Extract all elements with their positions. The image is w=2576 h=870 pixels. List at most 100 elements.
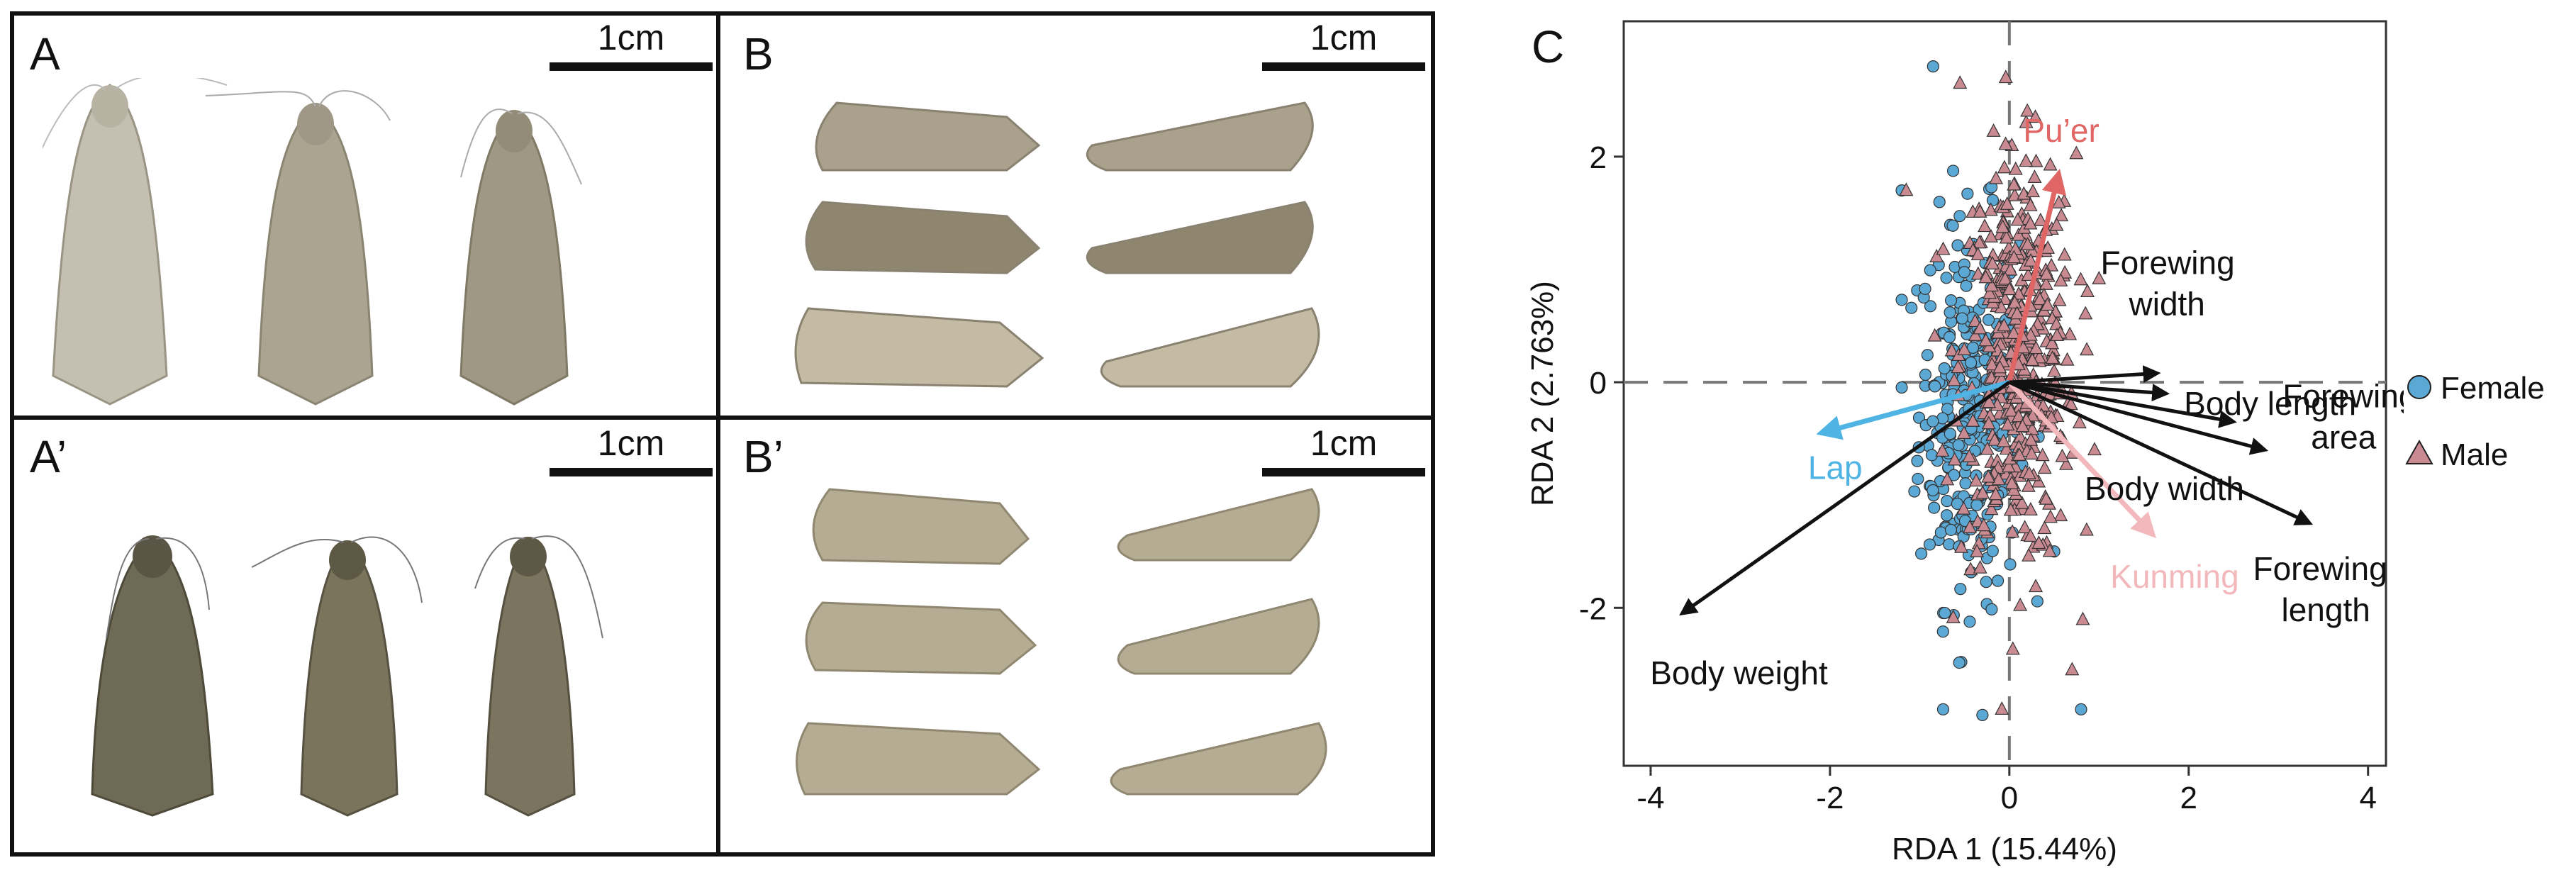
male-point [2037,460,2052,474]
female-point [1985,603,1998,615]
male-point [2003,262,2018,276]
female-point [1958,266,1970,279]
male-point [2013,429,2028,443]
male-legend-label: Male [2441,437,2508,472]
male-point [2029,340,2043,355]
arrow-label: Body width [2085,470,2244,507]
male-point [1991,472,2006,486]
y-axis-ticks: -2 0 2 [1579,140,1624,626]
male-point [2026,184,2041,198]
male-point [1984,278,1999,292]
forewing-specimen [1086,201,1314,274]
male-point [1983,202,1998,216]
male-point [2033,212,2048,226]
male-point [1995,219,2010,233]
male-point [1929,248,1944,262]
male-point [2050,328,2065,341]
male-point [2007,295,2022,309]
male-point [2015,418,2030,433]
y-axis-label: RDA 2 (2.763%) [1525,281,1560,506]
panel-b-forewing-photos [794,101,1320,388]
chart-legend: Female Male [2405,371,2545,472]
female-point [1952,439,1965,452]
rda-biplot: C Pu’er Lap Kunming Forewing width Body lengt… [1525,20,2404,866]
female-point [1943,330,1956,344]
male-point [2025,352,2040,367]
male-point [1954,539,1969,553]
female-point [1946,164,1960,177]
male-point [2041,240,2056,254]
male-point [2007,177,2022,191]
male-point [1992,359,2007,374]
male-point [2057,247,2072,261]
female-point [1959,477,1972,490]
male-point [1989,170,2004,184]
panel-b-scale-bar [1262,62,1425,71]
female-point [1929,380,1941,393]
male-point [2063,326,2078,340]
male-point [2087,442,2102,456]
female-point [1921,349,1934,362]
forewing-specimen [794,307,1044,388]
male-point [2045,350,2060,364]
female-point [1923,538,1936,551]
male-point [2054,208,2069,222]
male-point [2024,446,2039,460]
male-point [2012,286,2026,300]
male-point [2039,266,2054,280]
female-point [1961,187,1974,200]
male-point [2032,350,2047,364]
female-point [1944,428,1956,440]
female-point [1982,313,1995,326]
arrow-label: Pu’er [2023,112,2099,149]
male-point [2005,641,2020,655]
moth-specimen [474,535,603,817]
male-point [2020,237,2035,250]
male-point [2032,291,2047,306]
arrow-label: Body weight [1650,654,1828,691]
biplot-arrow [2009,380,2237,428]
male-point [1978,218,1992,233]
female-point [1919,282,1931,295]
male-point [1997,160,2012,174]
x-tick-label: 4 [2359,781,2376,815]
male-point [2002,281,2017,296]
panel-a-prime-scale-label: 1cm [597,423,665,463]
female-point [1895,294,1908,306]
biplot-arrow [2008,380,2314,525]
female-point [1938,362,1951,375]
female-point [1986,194,2000,206]
forewing-specimen [805,201,1041,274]
y-tick-label: -2 [1579,591,1607,626]
x-tick-label: 0 [2001,781,2018,815]
male-point [2049,217,2064,231]
male-point [1956,425,1971,440]
biplot-arrow [2007,168,2066,383]
male-point [2021,478,2036,492]
male-point [2044,335,2059,350]
male-point [2021,267,2036,281]
female-point [1928,501,1941,514]
male-point [2008,161,2023,175]
female-point [1964,356,1978,369]
x-tick-label: -4 [1637,781,1664,815]
male-point [2024,432,2039,446]
x-tick-label: 2 [2180,781,2197,815]
male-point [1899,182,1914,196]
panel-b-prime-scale-bar [1262,468,1425,476]
x-tick-label: -2 [1816,781,1844,815]
moth-specimen [459,108,582,406]
male-point [1988,486,2003,501]
female-point [1951,239,1964,252]
male-point [2013,597,2028,611]
female-point [2031,595,2043,608]
y-tick-label: 0 [1590,366,1607,401]
male-point [2022,547,2036,562]
male-point [2004,403,2019,417]
male-point [2039,276,2053,290]
panel-a-moth-photos [43,78,582,406]
moth-specimen [91,535,214,817]
forewing-specimen [1100,307,1320,388]
scatter-points [1895,60,2107,722]
panel-a-prime-label: A’ [30,431,67,482]
